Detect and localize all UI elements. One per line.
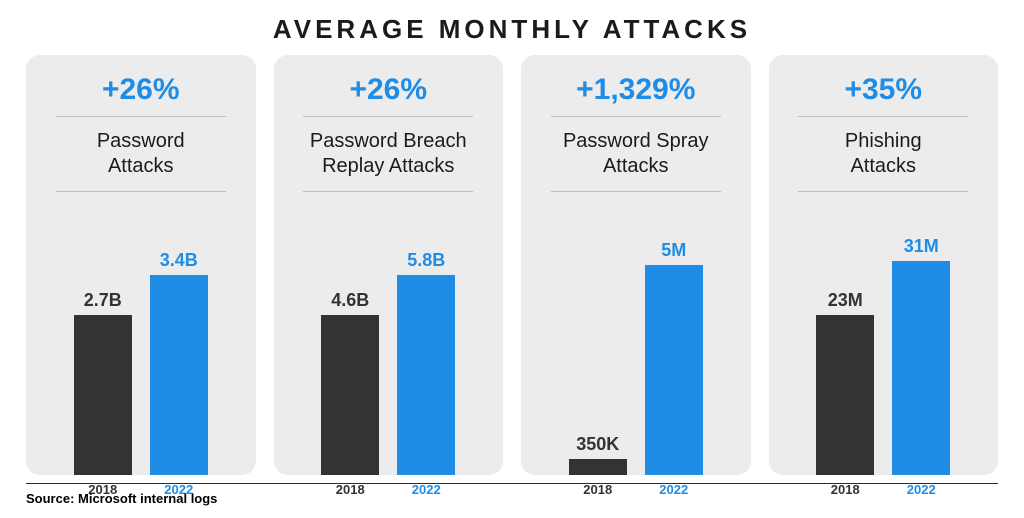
year-curr: 2022: [645, 482, 703, 497]
divider: [56, 116, 226, 117]
pct-change: +35%: [844, 73, 922, 106]
bar-chart: 4.6B 5.8B: [290, 192, 488, 475]
panel-0: +26%Password Attacks2.7B3.4B20182022: [26, 55, 256, 475]
category-label: Password Attacks: [97, 127, 185, 181]
year-prev: 2018: [569, 482, 627, 497]
pct-change: +26%: [102, 73, 180, 106]
source-text: Source: Microsoft internal logs: [26, 491, 217, 506]
year-row: 2018 2022: [769, 478, 999, 497]
year-prev: 2018: [816, 482, 874, 497]
bar-chart: 2.7B 3.4B: [42, 192, 240, 475]
panel-3: +35%Phishing Attacks23M31M20182022: [769, 55, 999, 475]
category-label: Phishing Attacks: [845, 127, 922, 181]
category-label: Password Breach Replay Attacks: [310, 127, 467, 181]
bar-chart: 23M 31M: [785, 192, 983, 475]
bar-prev-rect: [74, 315, 132, 475]
divider: [303, 116, 473, 117]
year-row: 2018 2022: [274, 478, 504, 497]
pct-change: +1,329%: [576, 73, 695, 106]
bar-prev: 23M: [816, 290, 874, 475]
pct-change: +26%: [349, 73, 427, 106]
bar-chart: 350K 5M: [537, 192, 735, 475]
bar-prev-label: 23M: [828, 290, 863, 311]
bar-curr-rect: [892, 261, 950, 475]
bar-curr: 5M: [645, 240, 703, 475]
year-curr: 2022: [397, 482, 455, 497]
bar-curr-label: 5.8B: [407, 250, 445, 271]
bar-prev-label: 4.6B: [331, 290, 369, 311]
footer-divider: [26, 483, 998, 484]
bar-curr-rect: [397, 275, 455, 475]
bar-prev: 2.7B: [74, 290, 132, 475]
bar-curr-label: 31M: [904, 236, 939, 257]
divider: [798, 116, 968, 117]
panel-1: +26% Password Breach Replay Attacks 4.6B 5.…: [274, 55, 504, 475]
bar-curr-rect: [150, 275, 208, 475]
divider: [551, 116, 721, 117]
bar-prev-label: 350K: [576, 434, 619, 455]
bar-prev-rect: [816, 315, 874, 475]
year-curr: 2022: [892, 482, 950, 497]
bar-curr-label: 5M: [661, 240, 686, 261]
bar-prev: 4.6B: [321, 290, 379, 475]
bar-curr: 3.4B: [150, 250, 208, 475]
panels-row: +26%Password Attacks2.7B3.4B20182022+26%…: [20, 55, 1004, 475]
category-label: Password Spray Attacks: [563, 127, 709, 181]
bar-curr: 5.8B: [397, 250, 455, 475]
year-prev: 2018: [321, 482, 379, 497]
bar-prev: 350K: [569, 434, 627, 475]
bar-curr-rect: [645, 265, 703, 475]
bar-curr: 31M: [892, 236, 950, 475]
panel-2: +1,329%Password Spray Attacks350K5M20182…: [521, 55, 751, 475]
page-title: AVERAGE MONTHLY ATTACKS: [20, 10, 1004, 55]
bar-prev-rect: [569, 459, 627, 475]
year-row: 2018 2022: [521, 478, 751, 497]
bar-curr-label: 3.4B: [160, 250, 198, 271]
bar-prev-label: 2.7B: [84, 290, 122, 311]
bar-prev-rect: [321, 315, 379, 475]
